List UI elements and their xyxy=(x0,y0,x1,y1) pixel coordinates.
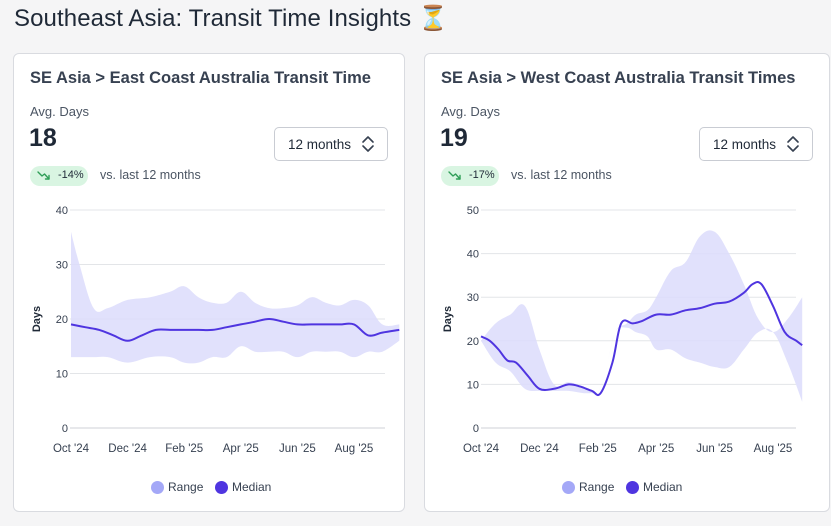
median-line[interactable] xyxy=(480,280,803,397)
trending-down-icon xyxy=(448,171,461,180)
page-title: Southeast Asia: Transit Time Insights ⏳ xyxy=(14,5,448,32)
legend-label-range: Range xyxy=(579,480,615,494)
legend-swatch-range xyxy=(562,481,575,494)
avg-label: Avg. Days xyxy=(441,104,501,119)
median-line[interactable] xyxy=(70,317,400,342)
legend-label-range: Range xyxy=(168,480,204,494)
y-tick-label: 0 xyxy=(62,423,68,435)
range-band[interactable] xyxy=(481,230,803,402)
legend-swatch-median xyxy=(215,481,228,494)
period-select[interactable]: 12 months xyxy=(699,127,813,161)
x-tick-label: Apr '25 xyxy=(638,443,674,455)
chart-legend: Range Median xyxy=(14,480,404,496)
east-coast-card: SE Asia > East Coast Australia Transit T… xyxy=(13,53,405,512)
west-coast-card: SE Asia > West Coast Australia Transit T… xyxy=(424,53,830,512)
x-tick-label: Oct '24 xyxy=(463,443,500,455)
chevron-up-down-icon xyxy=(787,136,799,152)
chart-legend: Range Median xyxy=(425,480,829,496)
card-title: SE Asia > East Coast Australia Transit T… xyxy=(30,69,371,87)
y-tick-label: 10 xyxy=(56,369,68,381)
east-coast-chart: 0 10 20 30 40 Oct '24 Dec '24 Feb '25 Apr '25 Jun… xyxy=(31,205,400,455)
y-tick-label: 0 xyxy=(473,423,479,435)
trending-down-icon xyxy=(37,171,50,180)
legend-swatch-range xyxy=(151,481,164,494)
x-tick-label: Dec '24 xyxy=(108,443,147,455)
legend-swatch-median xyxy=(626,481,639,494)
comparison-text: vs. last 12 months xyxy=(100,168,201,182)
x-tick-label: Dec '24 xyxy=(520,443,559,455)
change-badge-text: -17% xyxy=(469,169,495,181)
change-badge-text: -14% xyxy=(58,169,84,181)
x-tick-label: Feb '25 xyxy=(165,443,203,455)
period-select[interactable]: 12 months xyxy=(274,127,388,161)
avg-label: Avg. Days xyxy=(30,104,90,119)
y-axis-label: Days xyxy=(442,306,454,332)
x-tick-label: Jun '25 xyxy=(279,443,316,455)
y-tick-label: 30 xyxy=(467,292,479,304)
chevron-up-down-icon xyxy=(362,136,374,152)
legend-label-median: Median xyxy=(643,480,683,494)
legend-label-median: Median xyxy=(232,480,272,494)
period-select-value: 12 months xyxy=(713,137,777,152)
x-tick-label: Jun '25 xyxy=(696,443,733,455)
x-tick-label: Aug '25 xyxy=(754,443,793,455)
y-tick-label: 50 xyxy=(467,205,479,217)
west-coast-chart: 0 10 20 30 40 50 Oct '24 Dec '24 Feb '25 Apr '25 J… xyxy=(442,205,803,455)
comparison-text: vs. last 12 months xyxy=(511,168,612,182)
avg-value: 18 xyxy=(29,124,57,152)
y-axis-label: Days xyxy=(31,306,43,332)
y-tick-label: 20 xyxy=(467,336,479,348)
x-tick-label: Aug '25 xyxy=(335,443,374,455)
avg-value: 19 xyxy=(440,124,468,152)
change-badge: -17% xyxy=(441,166,499,186)
period-select-value: 12 months xyxy=(288,137,352,152)
y-tick-label: 10 xyxy=(467,379,479,391)
range-band[interactable] xyxy=(71,231,400,364)
y-tick-label: 30 xyxy=(56,260,68,272)
x-tick-label: Feb '25 xyxy=(579,443,617,455)
y-tick-label: 20 xyxy=(56,314,68,326)
card-title: SE Asia > West Coast Australia Transit T… xyxy=(441,69,796,87)
y-tick-label: 40 xyxy=(56,205,68,217)
x-tick-label: Apr '25 xyxy=(223,443,259,455)
x-tick-label: Oct '24 xyxy=(53,443,90,455)
change-badge: -14% xyxy=(30,166,88,186)
y-tick-label: 40 xyxy=(467,249,479,261)
